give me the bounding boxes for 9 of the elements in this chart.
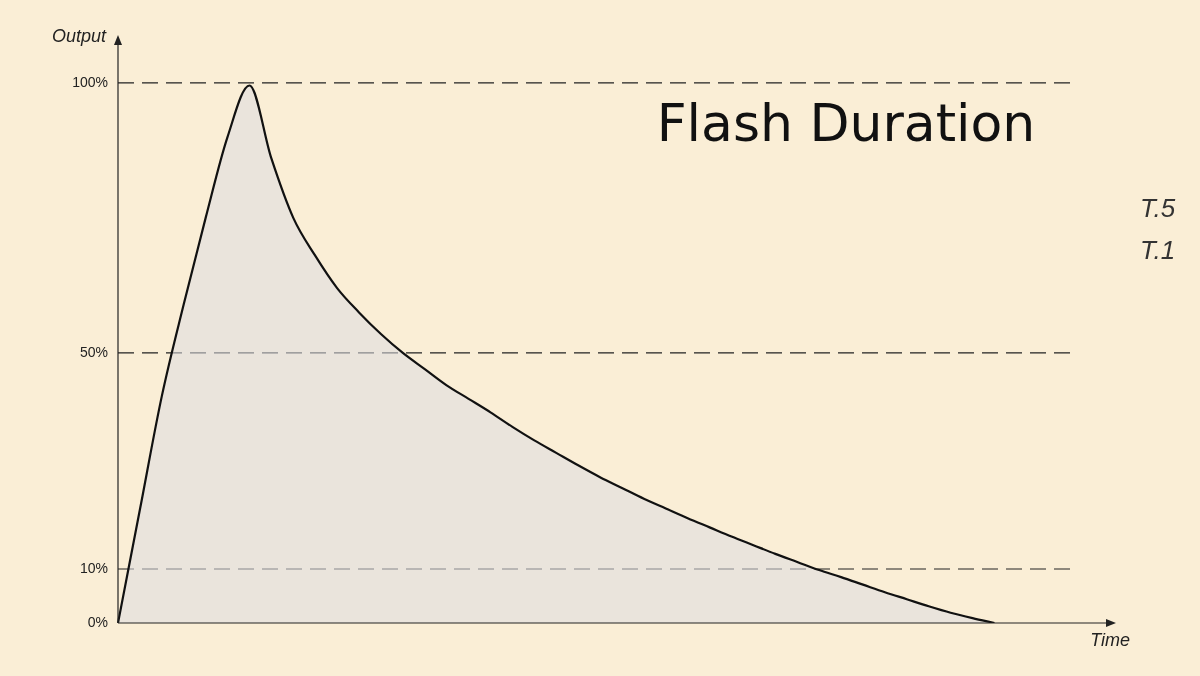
y-tick-label: 50% bbox=[79, 343, 108, 360]
y-tick-label: 100% bbox=[72, 73, 108, 90]
y-axis-title: Output bbox=[51, 26, 107, 46]
x-axis-title: Time bbox=[1090, 630, 1130, 650]
text: T.5 bbox=[1140, 193, 1176, 224]
text: T.1 bbox=[1140, 235, 1176, 266]
y-tick-label: 10% bbox=[79, 559, 108, 576]
y-tick-label: 0% bbox=[87, 613, 108, 630]
text: Flash Duration bbox=[656, 92, 1036, 153]
